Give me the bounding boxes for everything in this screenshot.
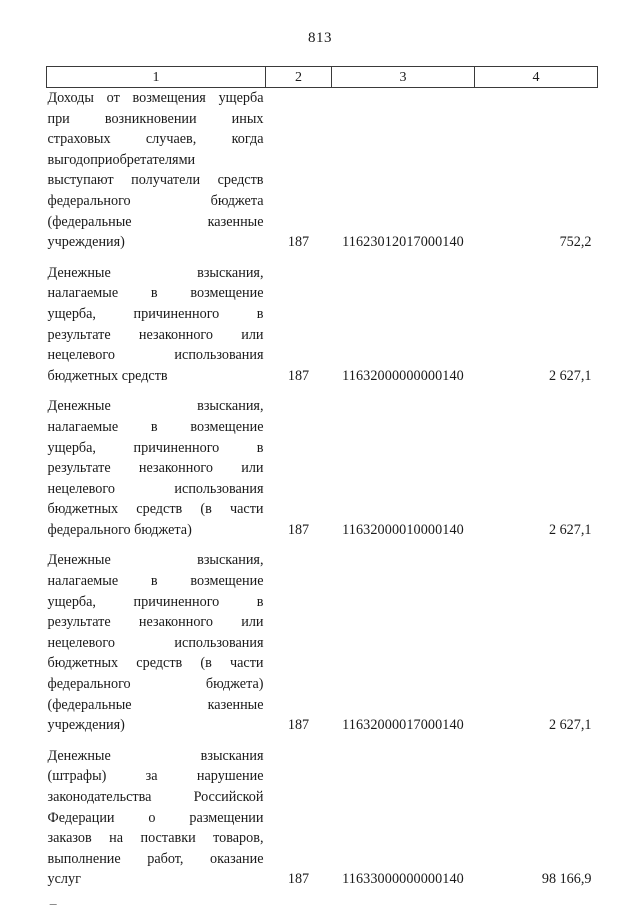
description-line: Денежные взыскания, (47, 398, 264, 415)
description-line: налагаемые в возмещение (47, 418, 264, 435)
description-line: ущерба, причиненного в (47, 439, 264, 456)
table-row-spacer (47, 386, 598, 396)
cell-classification-code (332, 900, 475, 905)
table-row-spacer (47, 736, 598, 746)
table-row: Денежные взыскания, налагаемые в возмещен… (47, 550, 598, 735)
cell-administrator-code: 187 (287, 871, 310, 888)
column-header-2: 2 (265, 66, 332, 88)
description-line: налагаемые в возмещение (47, 285, 264, 302)
description-line: нецелевого использования (47, 634, 264, 651)
description-line: страховых случаев, когда (47, 131, 264, 148)
table-row-spacer-cell (47, 540, 598, 550)
description-line: Федерации о размещении (47, 809, 264, 826)
cell-classification-code: 11632000010000140 (342, 521, 464, 538)
page-number: 813 (308, 30, 332, 46)
cell-administrator-code: 187 (287, 367, 310, 384)
description-line: результате незаконного или (47, 614, 264, 631)
description-line: Денежные взыскания, (47, 552, 264, 569)
description-line: Денежные взыскания, (47, 264, 264, 281)
cell-description: Денежные взыскания, налагаемые в возмещен… (47, 263, 266, 387)
description-line: (штрафы) за нарушение (47, 768, 264, 785)
description-line: нецелевого использования (47, 347, 264, 364)
description-line: Денежные взыскания (47, 747, 264, 764)
table-row-spacer (47, 890, 598, 900)
cell-amount: 2 627,1 (548, 717, 592, 734)
table-row: Доходы от возмещения ущерба при возникнов… (47, 88, 598, 253)
table-row-spacer-cell (47, 736, 598, 746)
description-line: налагаемые в возмещение (47, 573, 264, 590)
table-row: Денежные взыскания(штрафы) за нарушениез… (47, 900, 598, 905)
cell-administrator-code: 187 (287, 521, 310, 538)
table-header-row: 1 2 3 4 (46, 66, 598, 88)
cell-classification-code: 11633000000000140 (342, 871, 464, 888)
description-line: ущерба, причиненного в (47, 593, 264, 610)
description-line: учреждения) (47, 234, 125, 251)
description-line: при возникновении иных (47, 110, 264, 127)
table-row-spacer-cell (47, 890, 598, 900)
cell-amount: 2 627,1 (548, 521, 592, 538)
description-line: результате незаконного или (47, 460, 264, 477)
table-row: Денежные взыскания, налагаемые в возмещен… (47, 263, 598, 387)
cell-amount (475, 900, 598, 905)
description-line: Денежные взыскания (48, 900, 264, 905)
description-line: услуг (47, 871, 81, 888)
cell-description: Денежные взыскания (штрафы) за нарушение з… (47, 746, 266, 890)
description-line: Доходы от возмещения ущерба (47, 90, 264, 106)
table-row-spacer (47, 253, 598, 263)
table-row-spacer (47, 540, 598, 550)
description-line: бюджетных средств (в части (47, 501, 264, 518)
table-row: Денежные взыскания, налагаемые в возмещен… (47, 396, 598, 540)
table-header: 1 2 3 4 (46, 66, 598, 88)
description-line: федерального бюджета) (47, 676, 264, 693)
description-line: законодательства Российской (47, 789, 264, 805)
cell-description: Доходы от возмещения ущерба при возникнов… (47, 88, 266, 253)
table-row: Денежные взыскания (штрафы) за нарушение з… (47, 746, 598, 890)
description-line: ущерба, причиненного в (47, 305, 264, 322)
description-line: федерального бюджета (47, 192, 264, 209)
cell-classification-code: 11632000000000140 (342, 367, 464, 384)
cell-classification-code: 11623012017000140 (342, 234, 464, 251)
description-line: выступают получатели средств (47, 172, 264, 189)
description-line: (федеральные казенные (47, 213, 264, 230)
table-row-spacer-cell (47, 386, 598, 396)
column-header-4: 4 (474, 66, 598, 88)
cell-amount: 2 627,1 (548, 367, 592, 384)
cell-amount: 98 166,9 (541, 871, 592, 888)
description-line: выгодоприобретателями (47, 151, 196, 168)
description-line: бюджетных средств (в части (47, 655, 264, 672)
budget-revenue-table: 1 2 3 4 Доходы от возмещения ущерба при в… (46, 66, 598, 905)
table-body: Доходы от возмещения ущерба при возникнов… (47, 88, 598, 905)
table-row-spacer-cell (47, 253, 598, 263)
cell-description: Денежные взыскания, налагаемые в возмещен… (47, 396, 266, 540)
column-header-1: 1 (46, 66, 266, 88)
description-line: заказов на поставки товаров, (47, 830, 264, 847)
description-line: нецелевого использования (47, 480, 264, 497)
column-header-3: 3 (331, 66, 475, 88)
description-line: результате незаконного или (47, 326, 264, 343)
cell-administrator-code (266, 900, 332, 905)
cell-description: Денежные взыскания(штрафы) за нарушениез… (47, 900, 266, 905)
cell-amount: 752,2 (559, 234, 592, 251)
description-line: бюджетных средств (47, 367, 168, 384)
description-line: выполнение работ, оказание (47, 850, 264, 867)
description-line: (федеральные казенные (47, 696, 264, 713)
description-line: федерального бюджета) (47, 521, 192, 538)
cell-classification-code: 11632000017000140 (342, 717, 464, 734)
cell-description: Денежные взыскания, налагаемые в возмещен… (47, 550, 266, 735)
cell-administrator-code: 187 (287, 234, 310, 251)
cell-administrator-code: 187 (287, 717, 310, 734)
description-line: учреждения) (47, 717, 125, 734)
